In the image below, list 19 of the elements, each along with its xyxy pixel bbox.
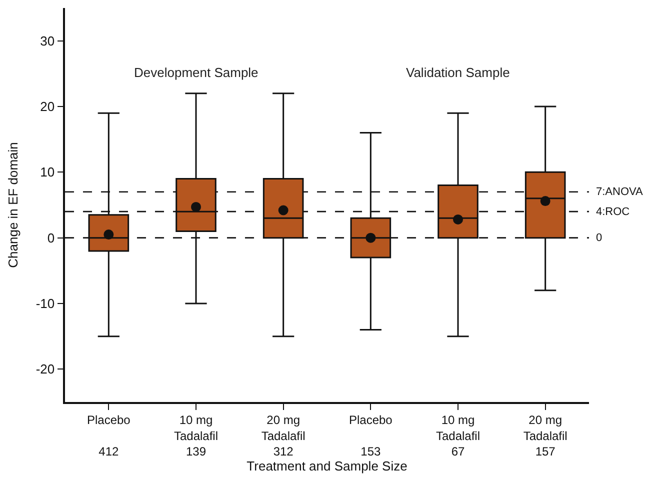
annotation: Development Sample [134, 65, 258, 80]
y-axis-title: Change in EF domain [5, 142, 20, 268]
y-tick-label: -20 [36, 362, 55, 377]
x-tick-label: 10 mg Tadalafil 139 [174, 413, 218, 458]
x-tick-label: 20 mg Tadalafil 157 [523, 413, 568, 458]
x-tick-label: 10 mg Tadalafil 67 [436, 413, 480, 458]
y-tick-label: -10 [36, 296, 55, 312]
y-tick-label: 0 [47, 230, 55, 246]
y-tick-label: 20 [40, 99, 55, 114]
ref-line-label: 4:ROC [596, 206, 630, 218]
ref-line-label: 0 [596, 232, 602, 244]
y-tick-label: 10 [40, 164, 55, 180]
x-tick-label: 20 mg Tadalafil 312 [261, 413, 306, 458]
y-tick-label: 30 [40, 33, 55, 48]
annotation: Validation Sample [406, 65, 510, 80]
ref-line-label: 7:ANOVA [596, 186, 644, 198]
category-label: Placebo 412 [86, 413, 130, 458]
category-label: Placebo 153 [348, 413, 392, 458]
x-axis-title: Treatment and Sample Size [246, 458, 408, 474]
